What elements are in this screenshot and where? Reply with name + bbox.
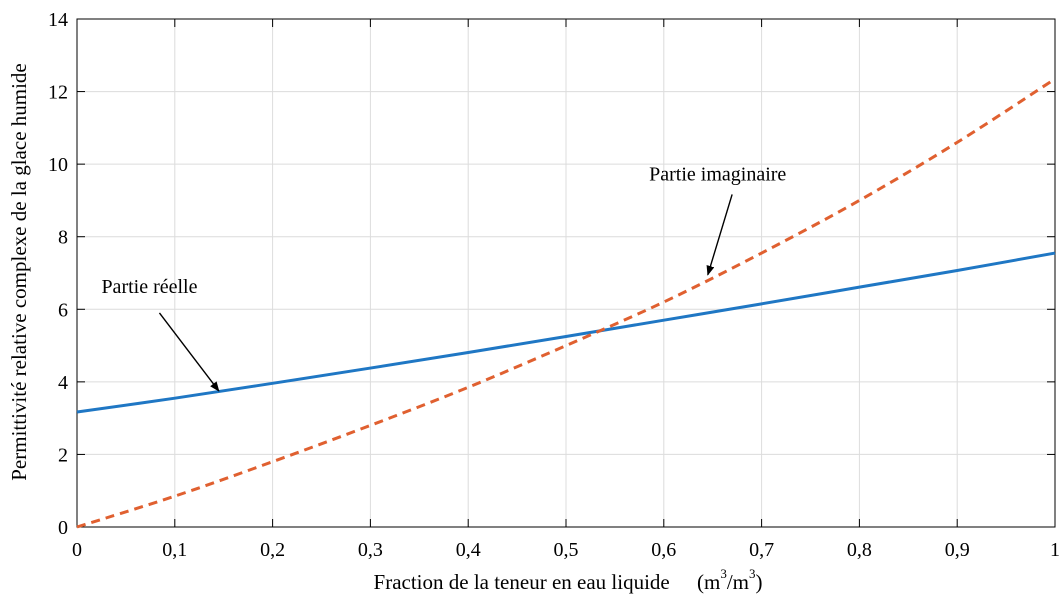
annotation-arrow <box>706 194 733 276</box>
annotation-imaginary-part: Partie imaginaire <box>649 163 786 185</box>
y-tick-label: 0 <box>58 517 68 539</box>
annotation-arrow <box>158 312 220 392</box>
y-tick-label: 14 <box>48 9 68 31</box>
y-tick-label: 6 <box>58 299 68 321</box>
grid-lines <box>76 18 1056 528</box>
x-tick-label: 0,2 <box>260 539 285 561</box>
annotation-real-part: Partie réelle <box>101 276 197 298</box>
y-tick-label: 8 <box>58 227 68 249</box>
y-tick-label: 10 <box>48 154 68 176</box>
x-tick-label: 0,8 <box>847 539 872 561</box>
annotations: Partie réelle Partie imaginaire <box>101 163 786 392</box>
y-tick-label: 4 <box>58 372 68 394</box>
series-lines <box>76 77 1056 529</box>
y-axis-title: Permittivité relative complexe de la gla… <box>7 63 31 481</box>
x-tick-label: 0 <box>72 539 82 561</box>
x-tick-label: 0,6 <box>651 539 676 561</box>
y-tick-labels: 0 2 4 6 8 10 12 14 <box>48 9 68 539</box>
x-tick-label: 0,7 <box>749 539 774 561</box>
x-tick-label: 1 <box>1050 539 1060 561</box>
x-tick-label: 0,1 <box>162 539 187 561</box>
x-tick-labels: 0 0,1 0,2 0,3 0,4 0,5 0,6 0,7 0,8 0,9 1 <box>72 539 1060 561</box>
y-tick-label: 2 <box>58 444 68 466</box>
series-line-real <box>76 251 1056 414</box>
axis-ticks <box>76 18 1056 528</box>
x-axis-title: Fraction de la teneur en eau liquide (m3… <box>374 566 763 594</box>
x-tick-label: 0,3 <box>358 539 383 561</box>
x-tick-label: 0,4 <box>456 539 481 561</box>
x-tick-label: 0,9 <box>945 539 970 561</box>
x-tick-label: 0,5 <box>554 539 579 561</box>
y-tick-label: 12 <box>48 82 68 104</box>
